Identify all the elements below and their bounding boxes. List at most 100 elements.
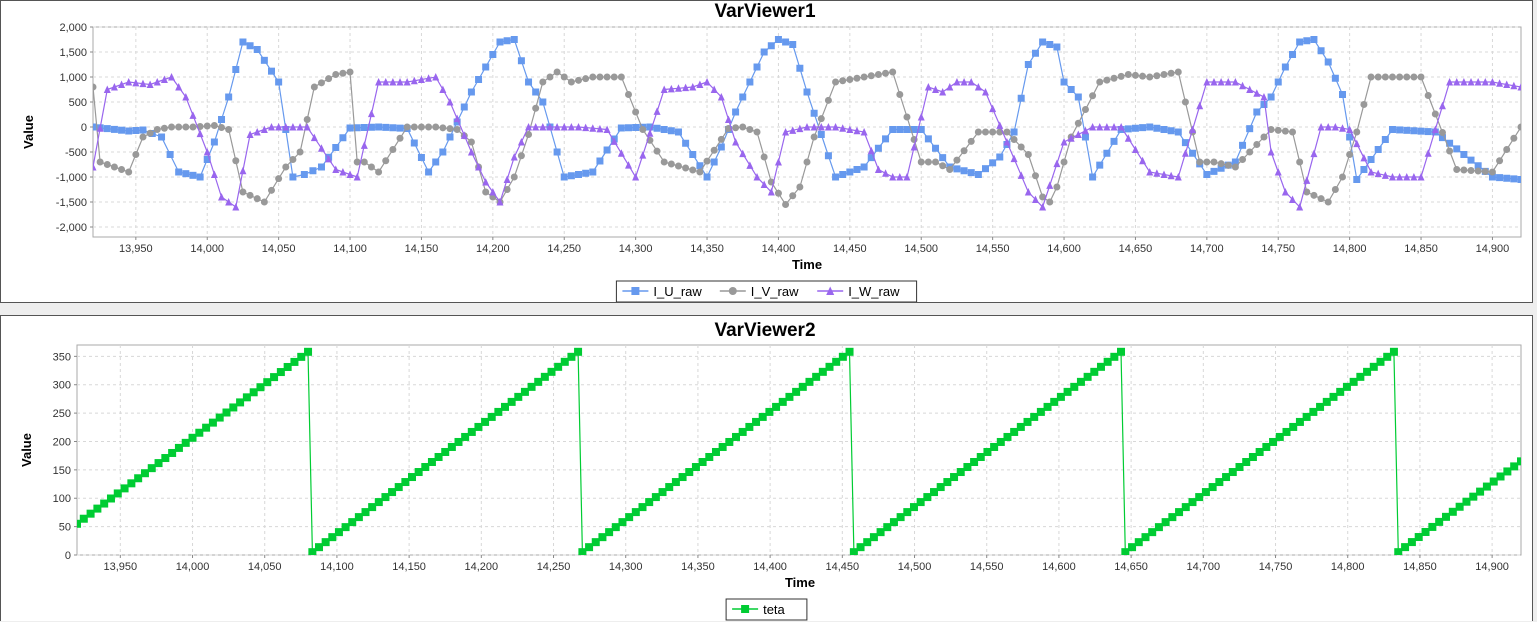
data-point-I_V_raw (1474, 167, 1482, 175)
data-point-I_W_raw (132, 78, 140, 87)
data-point-teta (328, 533, 337, 542)
data-point-I_V_raw (1203, 158, 1211, 166)
data-point-teta (1322, 397, 1331, 406)
data-point-I_V_raw (189, 123, 197, 131)
data-point-teta (738, 427, 747, 436)
data-point-I_U_raw (817, 131, 825, 138)
data-point-I_V_raw (824, 96, 832, 104)
data-point-teta (732, 432, 741, 441)
legend-label: I_W_raw (848, 284, 900, 299)
data-point-I_U_raw (1331, 74, 1339, 82)
data-point-teta (625, 513, 634, 522)
data-point-teta (618, 518, 627, 527)
data-point-teta (154, 459, 163, 468)
data-point-I_W_raw (1353, 139, 1361, 148)
data-point-teta (222, 408, 231, 417)
data-point-I_U_raw (1096, 161, 1104, 169)
data-point-I_V_raw (953, 156, 961, 164)
data-point-I_W_raw (175, 83, 183, 91)
data-point-teta (705, 452, 714, 461)
data-point-I_V_raw (1103, 76, 1111, 84)
data-point-I_V_raw (753, 128, 761, 136)
data-point-I_W_raw (1510, 81, 1518, 90)
data-point-I_W_raw (1453, 78, 1461, 86)
data-point-I_V_raw (1081, 106, 1089, 113)
data-point-I_W_raw (767, 188, 775, 196)
data-point-I_U_raw (917, 126, 925, 133)
data-point-teta (474, 422, 483, 431)
data-point-I_V_raw (1117, 72, 1125, 80)
data-point-I_V_raw (1310, 191, 1318, 199)
data-point-I_V_raw (789, 192, 797, 200)
data-point-teta (1043, 402, 1052, 411)
data-point-I_U_raw (1303, 37, 1311, 45)
data-point-I_W_raw (596, 124, 604, 133)
data-point-I_V_raw (832, 78, 840, 86)
data-point-I_W_raw (303, 123, 311, 131)
data-point-I_V_raw (160, 124, 168, 132)
data-point-teta (514, 392, 523, 401)
data-point-I_W_raw (182, 93, 190, 101)
data-point-I_W_raw (1131, 145, 1139, 153)
data-point-I_U_raw (682, 139, 690, 147)
data-point-teta (1222, 473, 1231, 482)
data-point-I_W_raw (467, 148, 475, 156)
data-point-teta (290, 357, 299, 366)
data-point-I_U_raw (1317, 47, 1325, 55)
legend-label: I_V_raw (751, 284, 799, 299)
data-point-teta (1168, 513, 1177, 522)
data-point-I_V_raw (332, 71, 340, 78)
data-point-I_U_raw (93, 123, 97, 131)
data-point-I_U_raw (824, 152, 832, 160)
x-tick-label: 14,550 (970, 561, 1004, 573)
data-point-I_V_raw (389, 146, 397, 153)
legend-marker (728, 287, 737, 295)
data-point-I_V_raw (110, 163, 118, 171)
data-point-I_W_raw (1117, 123, 1125, 131)
data-point-I_W_raw (1081, 126, 1089, 135)
data-point-I_U_raw (832, 173, 840, 181)
x-tick-label: 14,800 (1331, 561, 1365, 573)
data-point-I_U_raw (360, 124, 368, 131)
data-point-I_V_raw (282, 163, 290, 171)
data-point-I_V_raw (168, 123, 176, 131)
tick-layer: 13,950 14,000 14,050 14,100 14,150 14,200 14,2… (56, 22, 1509, 255)
chart-1: VarViewer1 13,950 14,000 14,050 14,100 14,15… (21, 1, 1522, 302)
data-point-I_W_raw (896, 173, 904, 181)
data-point-I_U_raw (989, 159, 997, 167)
data-point-I_U_raw (353, 124, 361, 132)
data-point-I_U_raw (1296, 38, 1304, 46)
data-point-I_U_raw (1260, 101, 1268, 108)
data-point-I_W_raw (218, 193, 226, 201)
data-point-I_V_raw (1196, 158, 1204, 166)
data-point-I_W_raw (567, 123, 575, 131)
data-point-I_W_raw (375, 78, 383, 86)
data-point-I_W_raw (203, 148, 211, 156)
data-point-I_U_raw (382, 123, 390, 131)
data-point-I_V_raw (1224, 161, 1232, 169)
data-point-I_V_raw (710, 146, 718, 154)
data-point-I_V_raw (560, 73, 568, 81)
data-point-I_U_raw (1438, 134, 1446, 142)
data-point-I_V_raw (403, 123, 411, 131)
plot-area (76, 344, 1522, 556)
data-point-I_W_raw (917, 113, 925, 121)
data-point-I_U_raw (1210, 167, 1218, 175)
data-point-I_U_raw (1053, 43, 1061, 51)
data-point-I_V_raw (1210, 158, 1218, 166)
data-point-I_W_raw (1110, 123, 1118, 131)
data-point-I_U_raw (596, 157, 604, 165)
data-point-I_U_raw (1281, 63, 1289, 71)
data-point-I_V_raw (732, 124, 740, 132)
data-point-I_V_raw (810, 133, 818, 141)
data-point-teta (127, 479, 136, 488)
data-point-I_V_raw (796, 183, 804, 191)
x-tick-label: 14,300 (609, 561, 643, 573)
data-point-I_W_raw (1446, 78, 1454, 86)
data-point-I_V_raw (674, 162, 682, 170)
data-point-I_W_raw (1010, 154, 1018, 163)
data-point-I_U_raw (1339, 91, 1346, 98)
x-tick-label: 14,400 (762, 243, 796, 255)
data-point-I_W_raw (682, 83, 690, 92)
data-point-I_U_raw (1374, 146, 1382, 153)
